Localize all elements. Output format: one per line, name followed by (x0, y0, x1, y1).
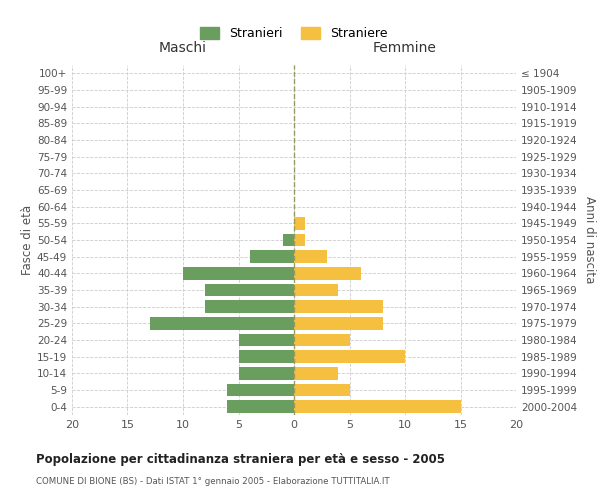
Bar (227, 400, 294, 413)
Text: Femmine: Femmine (373, 40, 437, 54)
Bar (205, 300, 294, 313)
Bar (294, 284, 338, 296)
Legend: Stranieri, Straniere: Stranieri, Straniere (196, 22, 392, 46)
Bar (239, 334, 294, 346)
Text: Popolazione per cittadinanza straniera per età e sesso - 2005: Popolazione per cittadinanza straniera p… (36, 452, 445, 466)
Y-axis label: Anni di nascita: Anni di nascita (583, 196, 596, 284)
Bar (294, 250, 328, 263)
Text: COMUNE DI BIONE (BS) - Dati ISTAT 1° gennaio 2005 - Elaborazione TUTTITALIA.IT: COMUNE DI BIONE (BS) - Dati ISTAT 1° gen… (36, 478, 389, 486)
Bar (227, 384, 294, 396)
Bar (150, 317, 294, 330)
Bar (239, 367, 294, 380)
Bar (205, 284, 294, 296)
Bar (294, 400, 461, 413)
Bar (294, 217, 305, 230)
Bar (294, 367, 338, 380)
Bar (294, 234, 305, 246)
Bar (239, 350, 294, 363)
Bar (294, 317, 383, 330)
Y-axis label: Fasce di età: Fasce di età (21, 205, 34, 275)
Bar (183, 267, 294, 280)
Bar (294, 334, 349, 346)
Bar (294, 384, 349, 396)
Bar (283, 234, 294, 246)
Bar (294, 300, 383, 313)
Text: Maschi: Maschi (159, 40, 207, 54)
Bar (294, 350, 405, 363)
Bar (250, 250, 294, 263)
Bar (294, 267, 361, 280)
